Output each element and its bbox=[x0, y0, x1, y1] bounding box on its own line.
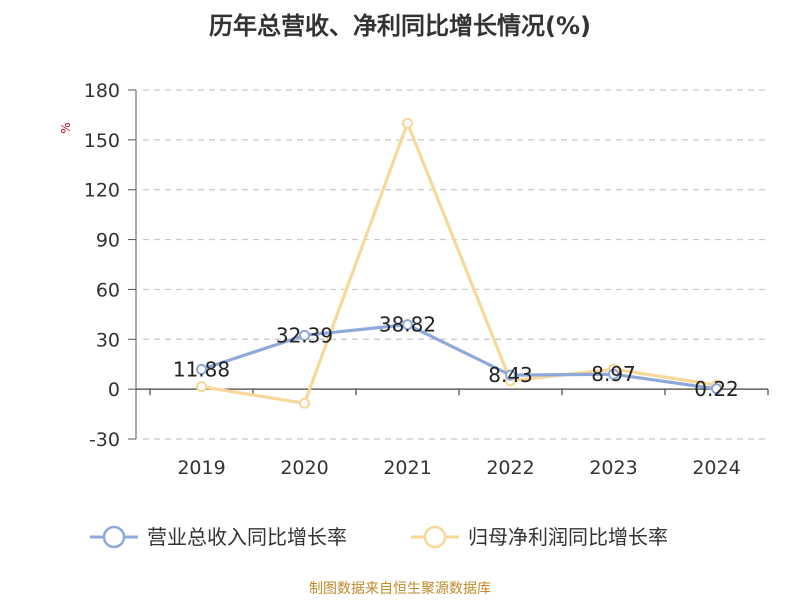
legend-item-revenue-growth: 营业总收入同比增长率 bbox=[147, 525, 347, 549]
y-tick-label: 150 bbox=[84, 130, 120, 152]
data-point-revenue-growth bbox=[608, 368, 619, 380]
y-tick-label: 60 bbox=[96, 279, 120, 301]
x-tick-label: 2024 bbox=[692, 457, 740, 479]
axes: -30 0 30 60 90 120 150 180 2019 2020 2021 2022 2023 2… bbox=[84, 80, 769, 479]
x-tick-label: 2022 bbox=[486, 457, 534, 479]
chart-title: 历年总营收、净利同比增长情况(%) bbox=[209, 12, 591, 40]
series-line-net-profit-growth bbox=[199, 121, 719, 405]
source-footer: 制图数据来自恒生聚源数据库 bbox=[309, 581, 491, 597]
x-tick-label: 2023 bbox=[589, 457, 637, 479]
y-tick-label: 120 bbox=[84, 180, 120, 202]
y-tick-label: 0 bbox=[108, 379, 120, 401]
data-point-revenue-growth bbox=[505, 369, 516, 381]
series-lines bbox=[199, 121, 719, 405]
y-axis-unit-label: % bbox=[59, 122, 73, 133]
grid-lines bbox=[143, 89, 768, 440]
data-label-revenue-growth: 0.22 bbox=[694, 377, 739, 401]
legend: 营业总收入同比增长率 归母净利润同比增长率 bbox=[90, 525, 668, 549]
x-tick-label: 2020 bbox=[280, 457, 328, 479]
data-point-revenue-growth bbox=[402, 319, 413, 331]
y-tick-label: 180 bbox=[84, 80, 120, 102]
legend-marker-icon bbox=[102, 525, 126, 549]
y-tick-label: 30 bbox=[96, 329, 120, 351]
data-point-net-profit-growth bbox=[299, 397, 310, 409]
x-tick-label: 2021 bbox=[383, 457, 431, 479]
legend-marker-icon bbox=[423, 525, 447, 549]
data-point-net-profit-growth bbox=[402, 117, 413, 129]
data-label-revenue-growth: 32.39 bbox=[276, 323, 333, 347]
series-line-revenue-growth bbox=[199, 323, 719, 391]
series-points bbox=[196, 117, 722, 409]
data-label-revenue-growth: 8.43 bbox=[488, 363, 533, 387]
data-point-revenue-growth bbox=[299, 329, 310, 341]
y-tick-label: 90 bbox=[96, 230, 120, 252]
y-tick-label: -30 bbox=[89, 429, 120, 451]
data-point-net-profit-growth bbox=[196, 381, 207, 393]
data-label-revenue-growth: 38.82 bbox=[379, 313, 436, 337]
data-point-revenue-growth bbox=[711, 383, 722, 395]
legend-item-net-profit-growth: 归母净利润同比增长率 bbox=[468, 525, 668, 549]
data-label-revenue-growth: 8.97 bbox=[591, 362, 636, 386]
data-point-revenue-growth bbox=[196, 363, 207, 375]
data-label-revenue-growth: 11.88 bbox=[173, 357, 230, 381]
x-tick-label: 2019 bbox=[177, 457, 225, 479]
data-labels: 11.88 32.39 38.82 8.43 8.97 0.22 bbox=[173, 313, 739, 401]
